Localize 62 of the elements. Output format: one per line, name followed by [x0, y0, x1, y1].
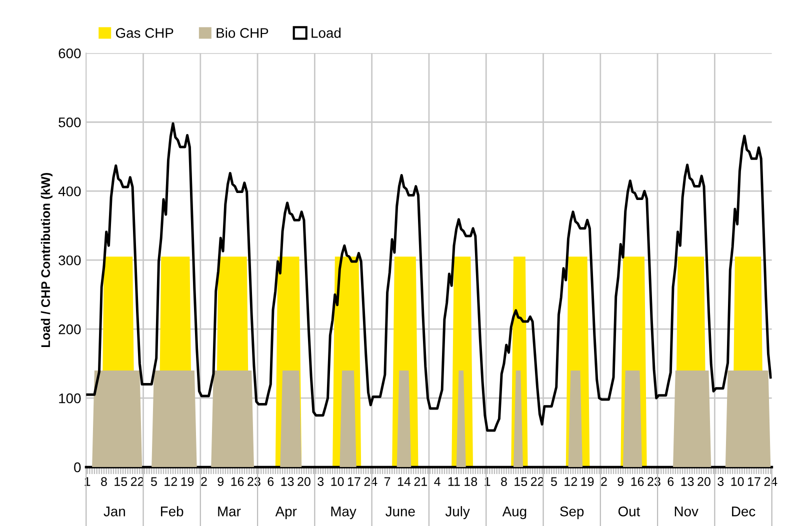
x-tick-label: 20 [298, 477, 310, 486]
y-tick-label: 500 [58, 117, 81, 128]
x-tick-label: 3 [318, 477, 324, 486]
x-tick-label: 3 [718, 477, 724, 486]
x-tick-label: 9 [218, 477, 224, 486]
x-tick-label: 13 [281, 477, 294, 486]
x-tick-label: 24 [364, 477, 378, 486]
text: Dec [732, 506, 756, 516]
x-tick-label: 15 [514, 477, 528, 486]
x-tick-label: 6 [668, 477, 674, 486]
y-tick-label: 200 [58, 324, 81, 334]
x-tick-label: 6 [268, 477, 274, 486]
legend-label: Load [312, 28, 341, 38]
text: June [386, 506, 415, 516]
x-tick-label: 8 [501, 477, 507, 486]
x-tick-label: 14 [398, 477, 411, 486]
x-tick-label: 19 [581, 477, 594, 486]
x-tick-label: 16 [631, 477, 644, 486]
y-tick-label: 300 [58, 255, 81, 266]
line-series [86, 122, 772, 432]
x-tick-label: 17 [348, 477, 360, 486]
text: Aug [502, 506, 526, 520]
x-tick-label: 11 [448, 477, 460, 486]
text: Feb [161, 506, 184, 516]
y-tick-label: 600 [58, 48, 81, 58]
x-tick-label: 20 [698, 477, 710, 486]
y-tick-label: 400 [58, 186, 81, 196]
text: Sep [560, 506, 584, 520]
x-tick-label: 22 [530, 477, 544, 486]
x-tick-label: 18 [464, 477, 478, 486]
text: May [331, 506, 356, 520]
x-tick-label: 22 [130, 477, 144, 486]
x-tick-label: 17 [748, 477, 760, 486]
x-tick-label: 8 [101, 477, 107, 486]
x-tick-label: 12 [564, 477, 577, 486]
y-tick-label: 100 [59, 393, 81, 404]
x-tick-label: 10 [731, 477, 744, 486]
x-tick-label: 10 [331, 477, 344, 486]
x-tick-label: 21 [414, 477, 427, 486]
x-tick-label: 15 [114, 477, 128, 486]
text: Nov [674, 506, 698, 516]
y-tick-label: 0 [74, 462, 81, 472]
text: Mar [218, 506, 241, 516]
x-tick-label: 5 [550, 477, 557, 486]
text: Apr [275, 506, 297, 520]
x-tick-label: 9 [618, 477, 624, 486]
text: Jan [104, 506, 125, 516]
x-tick-label: 7 [384, 477, 390, 486]
x-tick-label: 24 [764, 477, 778, 486]
legend-label: Bio CHP [216, 28, 268, 38]
x-tick-label: 5 [150, 477, 157, 486]
text: July [445, 506, 470, 520]
x-tick-label: 2 [601, 477, 607, 486]
legend-label: Gas CHP [116, 28, 174, 38]
text: Out [618, 506, 640, 516]
x-tick-label: 19 [181, 477, 194, 486]
x-tick-label: 16 [231, 477, 244, 486]
x-tick-label: 2 [201, 477, 207, 486]
x-tick-label: 12 [164, 477, 177, 486]
x-tick-label: 13 [681, 477, 694, 486]
y-axis-title: Load / CHP Contribution (kW) [40, 173, 53, 347]
x-tick-label: 4 [434, 477, 440, 486]
